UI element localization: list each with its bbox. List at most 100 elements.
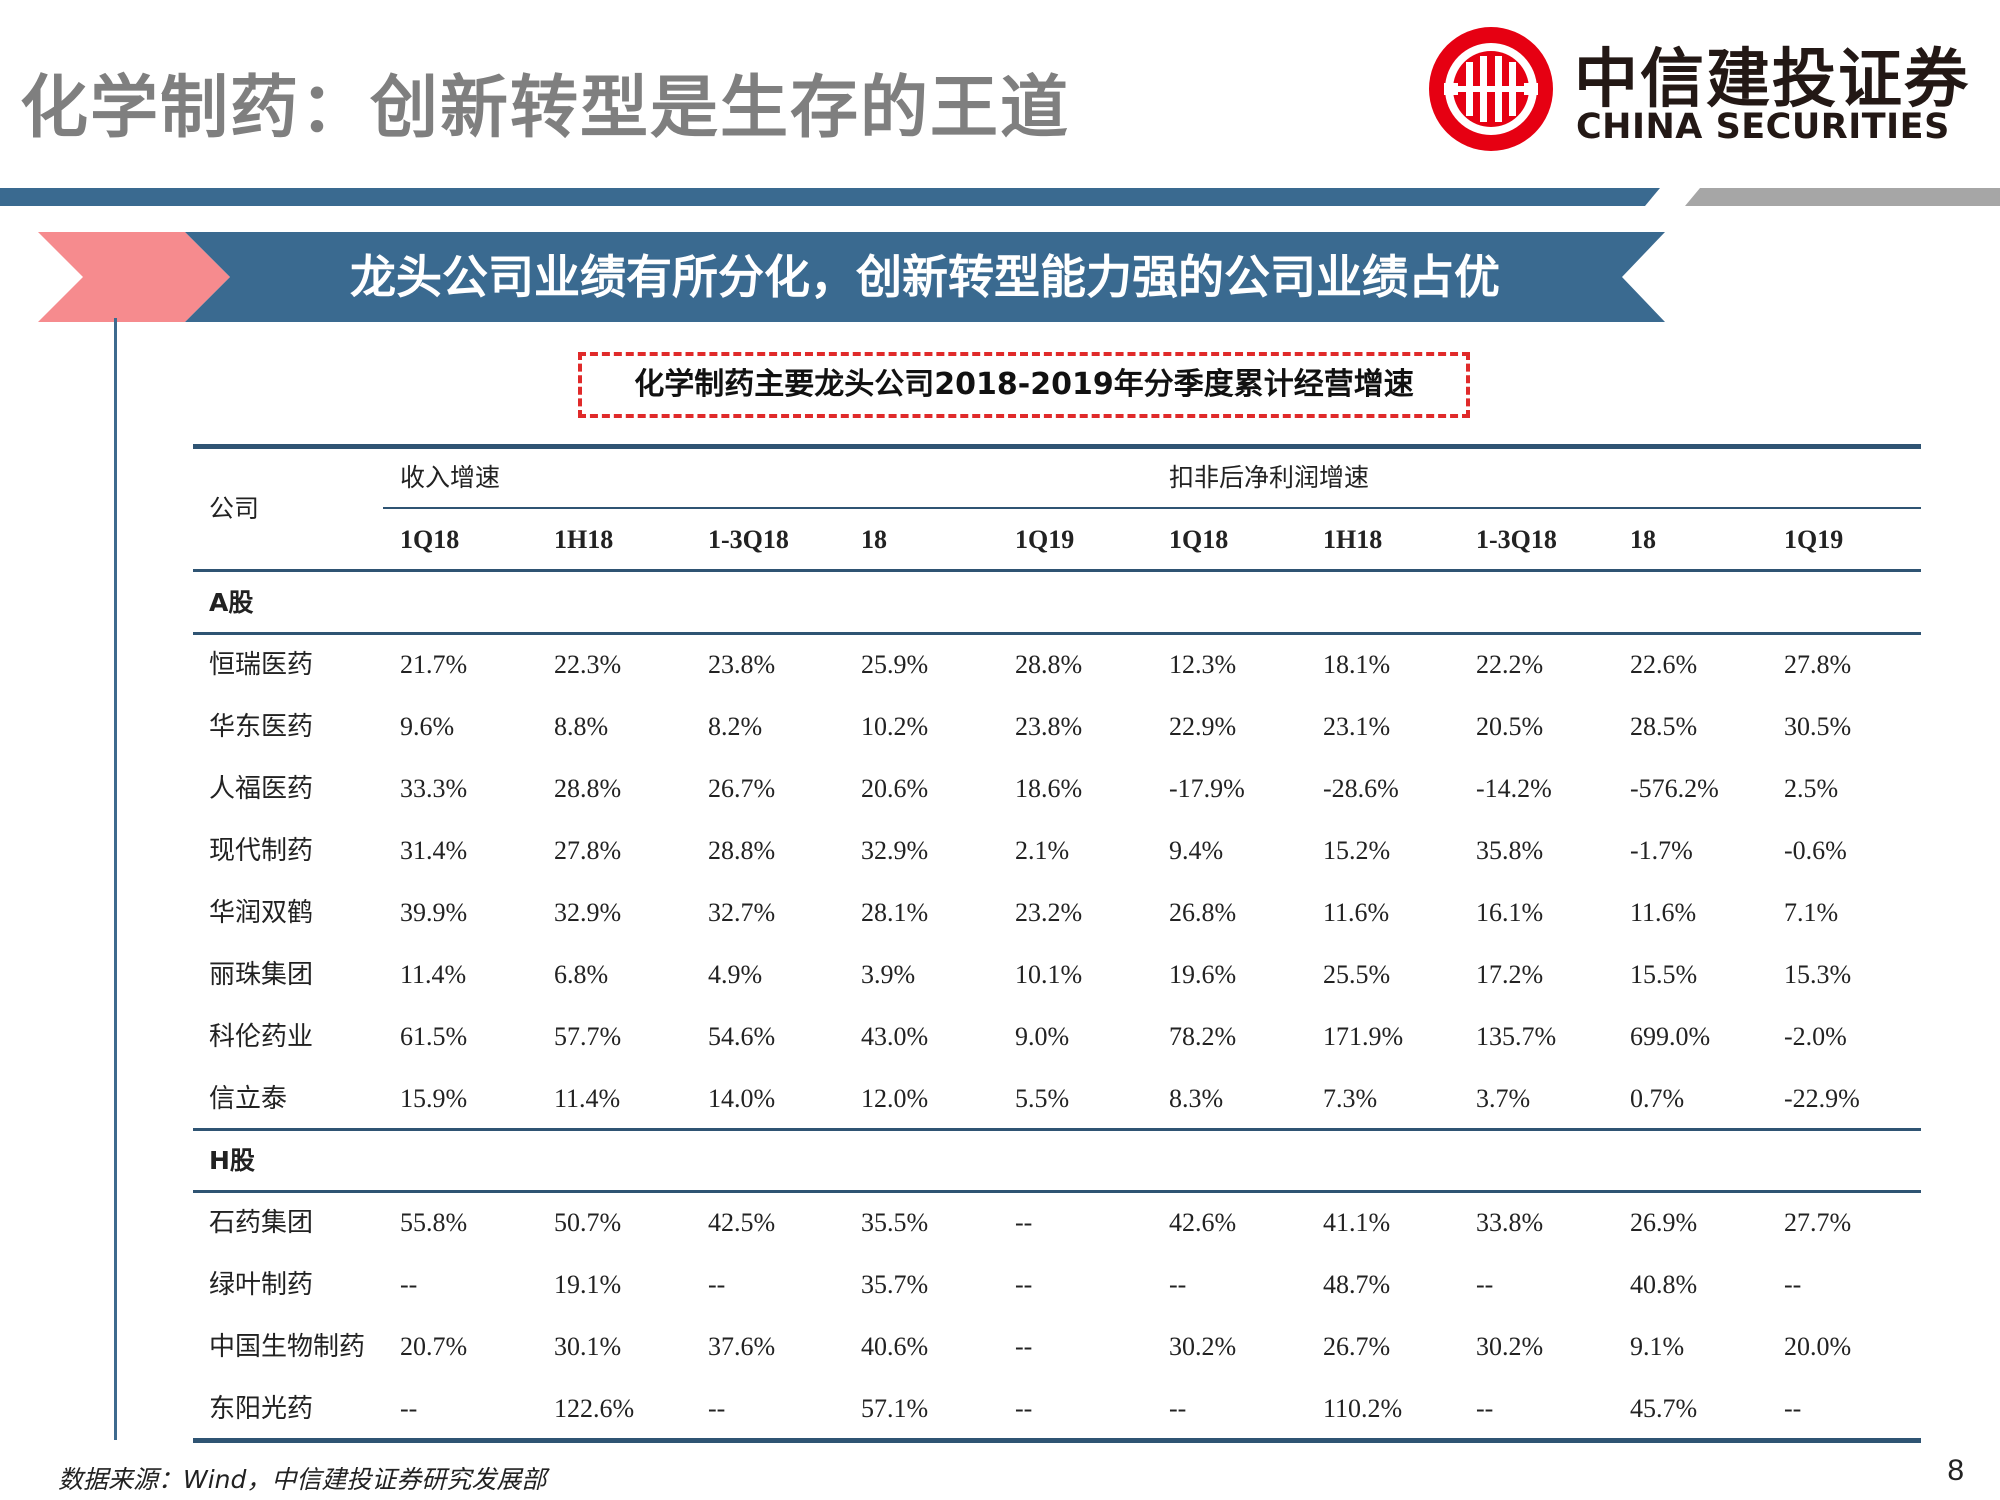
table-cell: 20.5% <box>1476 712 1544 741</box>
table-cell: 27.8% <box>554 836 622 865</box>
table-cell: 26.7% <box>1323 1332 1391 1361</box>
table-cell: 28.8% <box>554 774 622 803</box>
table-cell: 35.7% <box>861 1270 929 1299</box>
table-cell: 35.8% <box>1476 836 1544 865</box>
table-cell: -- <box>1784 1270 1802 1299</box>
table-cell: 26.9% <box>1630 1208 1698 1237</box>
company-name: 信立泰 <box>209 1084 288 1114</box>
table-cell: 42.6% <box>1169 1208 1237 1237</box>
table-cell: 25.9% <box>861 650 929 679</box>
table-cell: 15.9% <box>400 1084 468 1113</box>
table-cell: 45.7% <box>1630 1394 1698 1423</box>
table-cell: 22.3% <box>554 650 622 679</box>
period-header-4: 1Q19 <box>1015 525 1075 554</box>
table-cell: 50.7% <box>554 1208 622 1237</box>
company-name: 恒瑞医药 <box>209 650 314 680</box>
table-cell: 32.9% <box>861 836 929 865</box>
table-cell: 9.4% <box>1169 836 1224 865</box>
table-cell: 19.1% <box>554 1270 622 1299</box>
footer-source: 数据来源：Wind，中信建投证券研究发展部 <box>58 1465 547 1494</box>
table-cell: 27.7% <box>1784 1208 1852 1237</box>
table-cell: 78.2% <box>1169 1022 1237 1051</box>
table-cell: 8.8% <box>554 712 609 741</box>
table-cell: 30.1% <box>554 1332 622 1361</box>
table-cell: -- <box>708 1394 726 1423</box>
table-cell: 0.7% <box>1630 1084 1685 1113</box>
table-cell: 32.9% <box>554 898 622 927</box>
company-name: 东阳光药 <box>209 1394 314 1424</box>
table-cell: 22.9% <box>1169 712 1237 741</box>
table-cell: -28.6% <box>1323 774 1399 803</box>
table-cell: 8.2% <box>708 712 763 741</box>
table-cell: 171.9% <box>1323 1022 1404 1051</box>
table-cell: 9.6% <box>400 712 455 741</box>
section-label: A股 <box>209 588 254 617</box>
company-name: 绿叶制药 <box>209 1270 314 1300</box>
table-cell: 23.8% <box>1015 712 1083 741</box>
table-cell: 17.2% <box>1476 960 1544 989</box>
table-cell: 15.5% <box>1630 960 1698 989</box>
table-cell: 48.7% <box>1323 1270 1391 1299</box>
table-cell: 15.3% <box>1784 960 1852 989</box>
table-cell: 28.8% <box>708 836 776 865</box>
revenue-growth-header: 收入增速 <box>400 463 501 492</box>
table-cell: -14.2% <box>1476 774 1552 803</box>
table-cell: 22.6% <box>1630 650 1698 679</box>
table-cell: 5.5% <box>1015 1084 1070 1113</box>
period-header-5: 1Q18 <box>1169 525 1229 554</box>
table-cell: 7.3% <box>1323 1084 1378 1113</box>
net-profit-growth-header: 扣非后净利润增速 <box>1169 463 1370 492</box>
table-cell: 16.1% <box>1476 898 1544 927</box>
table-cell: 14.0% <box>708 1084 776 1113</box>
table-cell: -- <box>1015 1208 1033 1237</box>
table-cell: 27.8% <box>1784 650 1852 679</box>
banner-headline: 龙头公司业绩有所分化，创新转型能力强的公司业绩占优 <box>350 250 1500 304</box>
company-column-header: 公司 <box>209 494 260 523</box>
logo-english-name: CHINA SECURITIES <box>1576 107 1950 147</box>
table-cell: -- <box>1015 1270 1033 1299</box>
table-cell: 33.8% <box>1476 1208 1544 1237</box>
table-cell: 42.5% <box>708 1208 776 1237</box>
table-cell: 11.6% <box>1323 898 1390 927</box>
table-cell: -2.0% <box>1784 1022 1847 1051</box>
table-cell: 43.0% <box>861 1022 929 1051</box>
table-cell: 57.7% <box>554 1022 622 1051</box>
table-cell: 7.1% <box>1784 898 1839 927</box>
table-cell: 699.0% <box>1630 1022 1711 1051</box>
table-cell: 40.8% <box>1630 1270 1698 1299</box>
table-cell: -- <box>1015 1332 1033 1361</box>
logo-chinese-name: 中信建投证券 <box>1574 42 1970 117</box>
company-name: 科伦药业 <box>209 1022 314 1052</box>
table-cell: 12.3% <box>1169 650 1237 679</box>
china-securities-logo: 中信建投证券 CHINA SECURITIES <box>1424 22 1984 156</box>
period-header-1: 1H18 <box>554 525 614 554</box>
table-cell: 31.4% <box>400 836 468 865</box>
company-name: 石药集团 <box>209 1208 314 1238</box>
table-cell: 54.6% <box>708 1022 776 1051</box>
table-cell: -22.9% <box>1784 1084 1860 1113</box>
table-cell: -576.2% <box>1630 774 1719 803</box>
table-bottom-rule <box>193 1438 1921 1443</box>
table-cell: 28.5% <box>1630 712 1698 741</box>
table-cell: -17.9% <box>1169 774 1245 803</box>
table-cell: 55.8% <box>400 1208 468 1237</box>
section-banner <box>38 232 1665 322</box>
table-cell: 2.5% <box>1784 774 1839 803</box>
table-cell: 110.2% <box>1323 1394 1403 1423</box>
table-cell: 22.2% <box>1476 650 1544 679</box>
table-cell: 26.7% <box>708 774 776 803</box>
table-cell: 30.5% <box>1784 712 1852 741</box>
company-name: 中国生物制药 <box>209 1332 366 1362</box>
table-cell: 41.1% <box>1323 1208 1391 1237</box>
table-cell: -- <box>1015 1394 1033 1423</box>
table-cell: 19.6% <box>1169 960 1237 989</box>
table-cell: 32.7% <box>708 898 776 927</box>
period-header-2: 1-3Q18 <box>708 525 789 554</box>
company-name: 华东医药 <box>209 712 314 742</box>
period-header-7: 1-3Q18 <box>1476 525 1557 554</box>
table-cell: -1.7% <box>1630 836 1693 865</box>
table-cell: 11.6% <box>1630 898 1697 927</box>
period-header-9: 1Q19 <box>1784 525 1844 554</box>
left-vertical-rule <box>114 318 117 1440</box>
table-cell: -- <box>1169 1394 1187 1423</box>
